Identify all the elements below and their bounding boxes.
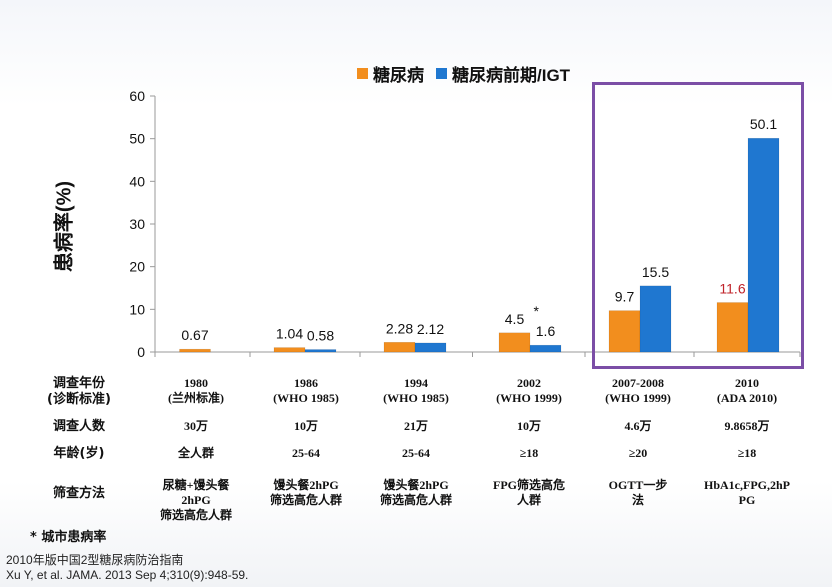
cell-size-2007-2008: 4.6万 <box>624 419 652 433</box>
source-guideline: 2010年版中国2型糖尿病防治指南 <box>6 553 184 567</box>
source-citation: Xu Y, et al. JAMA. 2013 Sep 4;310(9):948… <box>6 568 249 582</box>
y-tick-label: 50 <box>129 131 145 147</box>
y-axis-title-text: 患病率(%) <box>53 180 76 273</box>
y-tick-label: 60 <box>129 88 145 104</box>
bar-diabetes <box>608 310 641 353</box>
cell-year-2007-2008: 2007-2008 (WHO 1999) <box>605 376 671 405</box>
legend-label-diabetes: 糖尿病 <box>373 66 424 85</box>
cell-size-1986: 10万 <box>293 419 318 433</box>
cell-year-2002: 2002 (WHO 1999) <box>496 376 562 405</box>
cell-size-2002: 10万 <box>516 419 541 433</box>
annotation-asterisk: * <box>534 303 540 319</box>
bar-diabetes <box>383 342 416 353</box>
cell-year-1986: 1986 (WHO 1985) <box>273 376 339 405</box>
cell-method-1994: 馒头餐2hPG 筛选高危人群 <box>379 478 452 507</box>
cell-size-2010: 9.8658万 <box>724 419 770 433</box>
legend-item-prediabetes: 糖尿病前期/IGT <box>436 61 570 86</box>
row-label-screening-method: 筛查方法 <box>52 486 105 501</box>
legend-label-prediabetes: 糖尿病前期/IGT <box>452 66 571 85</box>
bar-prediabetes <box>639 285 672 353</box>
data-label: 50.1 <box>750 116 777 132</box>
cell-method-2010: HbA1c,FPG,2hP PG <box>704 478 790 507</box>
cell-method-2002: FPG筛选高危 人群 <box>493 478 565 507</box>
bar-diabetes <box>498 332 531 353</box>
data-label: 0.67 <box>181 327 208 343</box>
data-label: 4.5 <box>505 311 525 327</box>
cell-age-1994: 25-64 <box>402 446 430 460</box>
cell-size-1994: 21万 <box>403 419 428 433</box>
cell-year-1994: 1994 (WHO 1985) <box>383 376 449 405</box>
data-label: 2.12 <box>417 321 444 337</box>
bar-prediabetes <box>529 344 562 353</box>
row-label-sample-size: 调查人数 <box>52 419 105 434</box>
data-label: 11.6 <box>719 281 745 297</box>
bar-prediabetes <box>747 137 780 353</box>
cell-age-2010: ≥18 <box>737 446 757 460</box>
row-label-survey-year: 调查年份 (诊断标准) <box>47 376 111 407</box>
cell-year-1980: 1980 (兰州标准) <box>168 376 224 405</box>
data-label: 15.5 <box>642 264 669 280</box>
legend-item-diabetes: 糖尿病 <box>357 61 424 86</box>
y-tick-label: 20 <box>129 259 145 275</box>
data-label: 9.7 <box>615 289 635 305</box>
highlight-box <box>592 82 804 369</box>
row-label-age: 年龄(岁) <box>53 446 105 461</box>
data-label: 0.58 <box>307 328 334 344</box>
footnote: * 城市患病率 <box>30 530 107 545</box>
y-tick-label: 30 <box>129 216 145 232</box>
legend-swatch-blue <box>436 68 447 79</box>
cell-method-2007-2008: OGTT一步 法 <box>608 478 668 507</box>
legend-swatch-orange <box>357 68 368 79</box>
cell-age-2002: ≥18 <box>519 446 539 460</box>
cell-method-1980: 尿糖+馒头餐 2hPG 筛选高危人群 <box>159 478 232 522</box>
bar-diabetes <box>273 347 306 353</box>
cell-size-1980: 30万 <box>183 419 208 433</box>
bar-prediabetes <box>414 342 447 353</box>
y-tick-label: 10 <box>129 301 145 317</box>
data-label: 1.6 <box>536 323 556 339</box>
cell-age-2007-2008: ≥20 <box>628 446 648 460</box>
data-label: 1.04 <box>276 326 303 342</box>
bar-prediabetes <box>304 349 337 353</box>
cell-age-1986: 25-64 <box>292 446 320 460</box>
cell-method-1986: 馒头餐2hPG 筛选高危人群 <box>269 478 342 507</box>
data-label: 2.28 <box>386 320 413 336</box>
bar-diabetes <box>179 348 211 353</box>
cell-year-2010: 2010 (ADA 2010) <box>716 376 778 405</box>
y-tick-label: 0 <box>137 344 145 360</box>
y-tick-label: 40 <box>129 173 145 189</box>
cell-age-1980: 全人群 <box>177 446 214 460</box>
legend: 糖尿病 糖尿病前期/IGT <box>357 61 582 86</box>
